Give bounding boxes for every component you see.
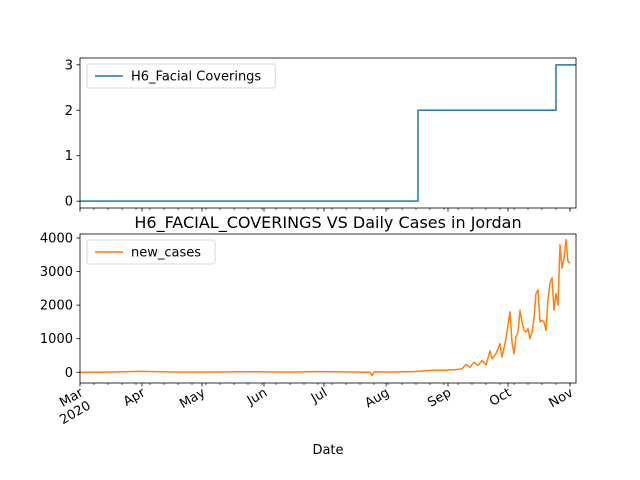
top-x-ticks (79, 208, 571, 212)
top-legend-label: H6_Facial Coverings (131, 70, 261, 85)
x-tick-label: Jul (308, 385, 330, 406)
bottom-legend: new_cases (86, 239, 216, 265)
series-line-new-cases (79, 238, 571, 377)
bottom-legend-label: new_cases (131, 246, 201, 261)
top-legend-box (86, 63, 276, 89)
top-series-lines (80, 64, 576, 202)
top-axes: 0 1 2 3 H6_Facial Coverings (65, 57, 577, 212)
top-axes-frame (79, 57, 577, 209)
bottom-chart-title: H6_FACIAL_COVERINGS VS Daily Cases in Jo… (134, 213, 521, 233)
bottom-axes-frame (79, 233, 577, 384)
x-tick-label-line: Jul (308, 385, 330, 406)
y-tick-label: 1 (65, 149, 73, 164)
top-y-ticks: 0 1 2 3 (65, 58, 80, 210)
series-line-h6-facial-coverings (80, 64, 576, 202)
y-tick-label: 2 (65, 104, 73, 119)
y-tick-label: 3 (65, 58, 73, 73)
y-tick-label: 1000 (40, 332, 73, 347)
y-tick-label: 0 (65, 366, 73, 381)
top-legend: H6_Facial Coverings (86, 63, 276, 89)
bottom-y-ticks: 0 1000 2000 3000 4000 (40, 232, 80, 381)
y-tick-label: 4000 (40, 232, 73, 247)
x-axis-label: Date (312, 443, 343, 458)
y-tick-label: 2000 (40, 299, 73, 314)
bottom-series-lines (79, 238, 571, 377)
y-tick-label: 0 (65, 195, 73, 210)
bottom-legend-box (86, 239, 216, 265)
y-tick-label: 3000 (40, 265, 73, 280)
